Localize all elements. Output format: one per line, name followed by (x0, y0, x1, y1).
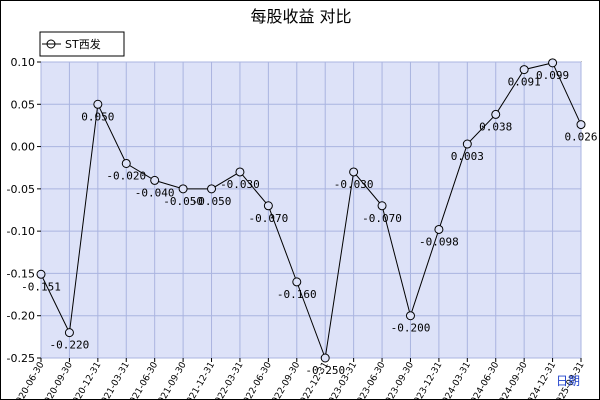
data-point (64, 328, 74, 338)
x-tick-label: 2020-06-30 (12, 360, 47, 399)
data-label: -0.250 (305, 364, 345, 377)
data-label: 0.091 (508, 76, 541, 89)
y-tick-label: 0.05 (11, 98, 36, 111)
data-label: -0.050 (163, 195, 203, 208)
data-point (519, 65, 529, 75)
data-point (548, 58, 558, 68)
data-label: -0.160 (277, 288, 317, 301)
data-label: -0.020 (106, 169, 146, 182)
data-label: -0.098 (419, 235, 459, 248)
data-point (150, 175, 160, 185)
data-label: -0.200 (391, 322, 431, 335)
y-tick-label: -0.25 (7, 352, 35, 365)
x-axis: 2020-06-302020-09-302020-12-312021-03-31… (12, 358, 587, 399)
data-label: -0.030 (334, 178, 374, 191)
data-labels: -0.151-0.2200.050-0.020-0.040-0.050-0.05… (21, 69, 597, 377)
plot-area (40, 61, 582, 359)
data-label: 0.003 (451, 150, 484, 163)
y-tick-label: -0.10 (7, 225, 35, 238)
data-point (178, 184, 188, 194)
data-label: 0.026 (564, 131, 597, 144)
data-point (235, 167, 245, 177)
data-label: -0.050 (192, 195, 232, 208)
data-label: -0.040 (135, 186, 175, 199)
data-point (121, 158, 131, 168)
y-axis: 0.10 0.05 0.00 -0.05 -0.10 -0.15 -0.20 -0.25 (7, 56, 41, 365)
grid (40, 61, 582, 359)
y-tick-label: -0.05 (7, 183, 35, 196)
data-label: -0.220 (50, 339, 90, 352)
data-point (207, 184, 217, 194)
data-label: -0.070 (362, 212, 402, 225)
series-line (40, 62, 582, 360)
data-label: -0.151 (21, 280, 61, 293)
x-axis-label: 日期 (556, 374, 580, 388)
legend-marker-icon (46, 39, 56, 49)
series-layer (36, 58, 586, 363)
data-point (263, 201, 273, 211)
data-label: -0.030 (220, 178, 260, 191)
data-point (320, 353, 330, 363)
y-tick-label: -0.20 (7, 310, 35, 323)
chart-title: 每股收益 对比 (250, 7, 351, 26)
y-tick-label: 0.00 (11, 141, 36, 154)
data-point (462, 139, 472, 149)
data-point (377, 201, 387, 211)
legend: ST西发 (39, 31, 125, 57)
y-tick-label: 0.10 (11, 56, 36, 69)
data-point (292, 277, 302, 287)
legend-entry: ST西发 (65, 37, 101, 51)
data-point (434, 224, 444, 234)
data-label: -0.070 (248, 212, 288, 225)
data-point (405, 311, 415, 321)
data-point (576, 120, 586, 130)
data-point (93, 99, 103, 109)
data-point (491, 109, 501, 119)
data-label: 0.099 (536, 69, 569, 82)
data-point (36, 269, 46, 279)
data-label: 0.038 (479, 120, 512, 133)
data-label: 0.050 (81, 110, 114, 123)
y-tick-label: -0.15 (7, 267, 35, 280)
data-point (349, 167, 359, 177)
